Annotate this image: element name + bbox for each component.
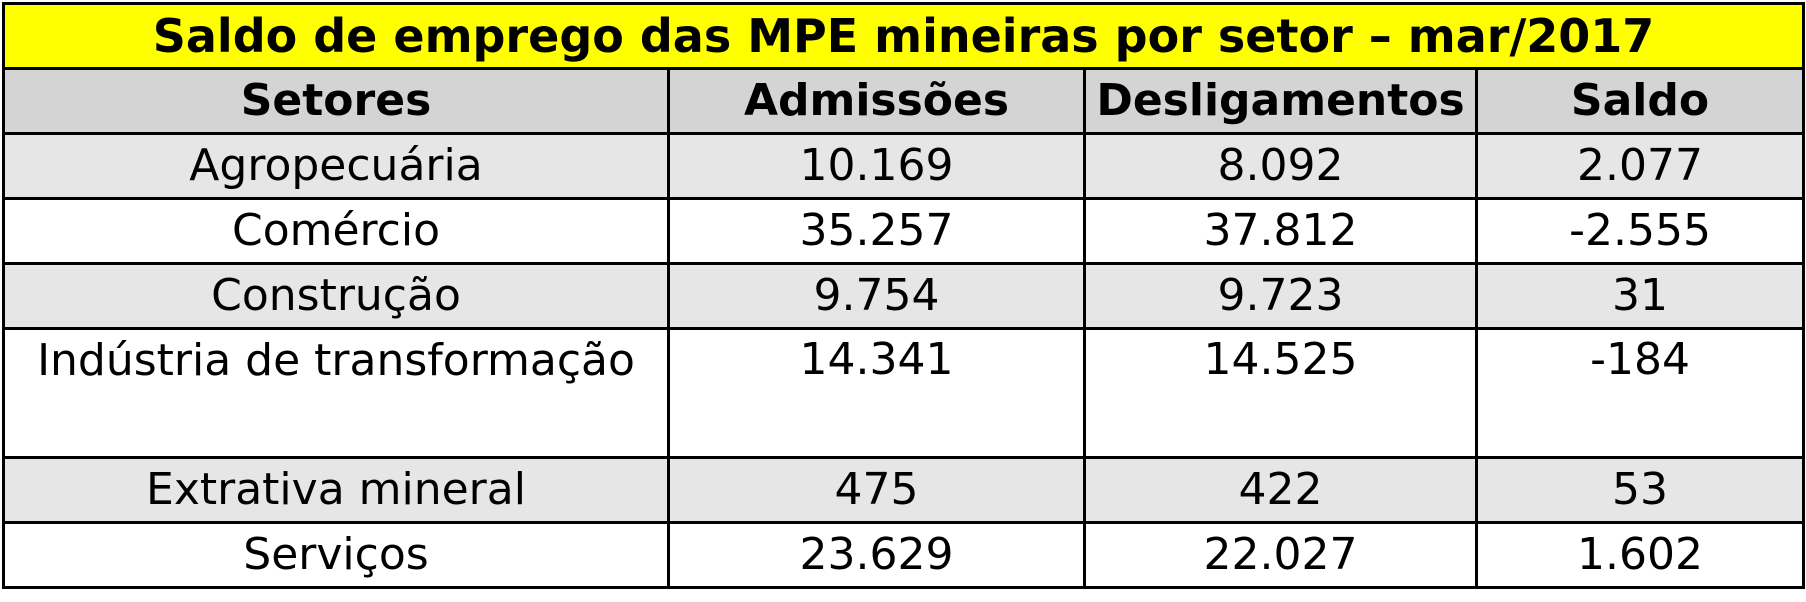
column-header-admissoes: Admissões bbox=[667, 67, 1086, 135]
table-row: Construção 9.754 9.723 31 bbox=[2, 262, 1806, 330]
saldo-cell: 53 bbox=[1474, 456, 1806, 524]
desligamentos-cell: 14.525 bbox=[1083, 327, 1478, 459]
column-header-saldo: Saldo bbox=[1474, 67, 1806, 135]
table-row: Agropecuária 10.169 8.092 2.077 bbox=[2, 132, 1806, 200]
column-header-desligamentos: Desligamentos bbox=[1083, 67, 1478, 135]
admissoes-cell: 475 bbox=[667, 456, 1086, 524]
setor-cell: Comércio bbox=[2, 197, 670, 265]
desligamentos-cell: 8.092 bbox=[1083, 132, 1478, 200]
setor-cell: Agropecuária bbox=[2, 132, 670, 200]
admissoes-cell: 23.629 bbox=[667, 521, 1086, 589]
desligamentos-cell: 9.723 bbox=[1083, 262, 1478, 330]
desligamentos-cell: 422 bbox=[1083, 456, 1478, 524]
employment-balance-table: Saldo de emprego das MPE mineiras por se… bbox=[1, 2, 1806, 589]
admissoes-cell: 10.169 bbox=[667, 132, 1086, 200]
saldo-cell: 1.602 bbox=[1474, 521, 1806, 589]
table-row: Indústria de transformação 14.341 14.525… bbox=[2, 327, 1806, 459]
saldo-cell: -2.555 bbox=[1474, 197, 1806, 265]
table-row: Extrativa mineral 475 422 53 bbox=[2, 456, 1806, 524]
setor-cell: Indústria de transformação bbox=[2, 327, 670, 459]
table-title-row: Saldo de emprego das MPE mineiras por se… bbox=[1, 2, 1806, 70]
table-row: Serviços 23.629 22.027 1.602 bbox=[2, 521, 1806, 589]
saldo-cell: 31 bbox=[1474, 262, 1806, 330]
admissoes-cell: 35.257 bbox=[667, 197, 1086, 265]
setor-cell: Construção bbox=[2, 262, 670, 330]
table-header-row: Setores Admissões Desligamentos Saldo bbox=[2, 67, 1806, 135]
admissoes-cell: 14.341 bbox=[667, 327, 1086, 459]
desligamentos-cell: 22.027 bbox=[1083, 521, 1478, 589]
setor-cell: Serviços bbox=[2, 521, 670, 589]
table-title: Saldo de emprego das MPE mineiras por se… bbox=[1, 2, 1806, 70]
desligamentos-cell: 37.812 bbox=[1083, 197, 1478, 265]
column-header-setores: Setores bbox=[2, 67, 670, 135]
saldo-cell: 2.077 bbox=[1474, 132, 1806, 200]
admissoes-cell: 9.754 bbox=[667, 262, 1086, 330]
saldo-cell: -184 bbox=[1474, 327, 1806, 459]
setor-cell: Extrativa mineral bbox=[2, 456, 670, 524]
table-row: Comércio 35.257 37.812 -2.555 bbox=[2, 197, 1806, 265]
